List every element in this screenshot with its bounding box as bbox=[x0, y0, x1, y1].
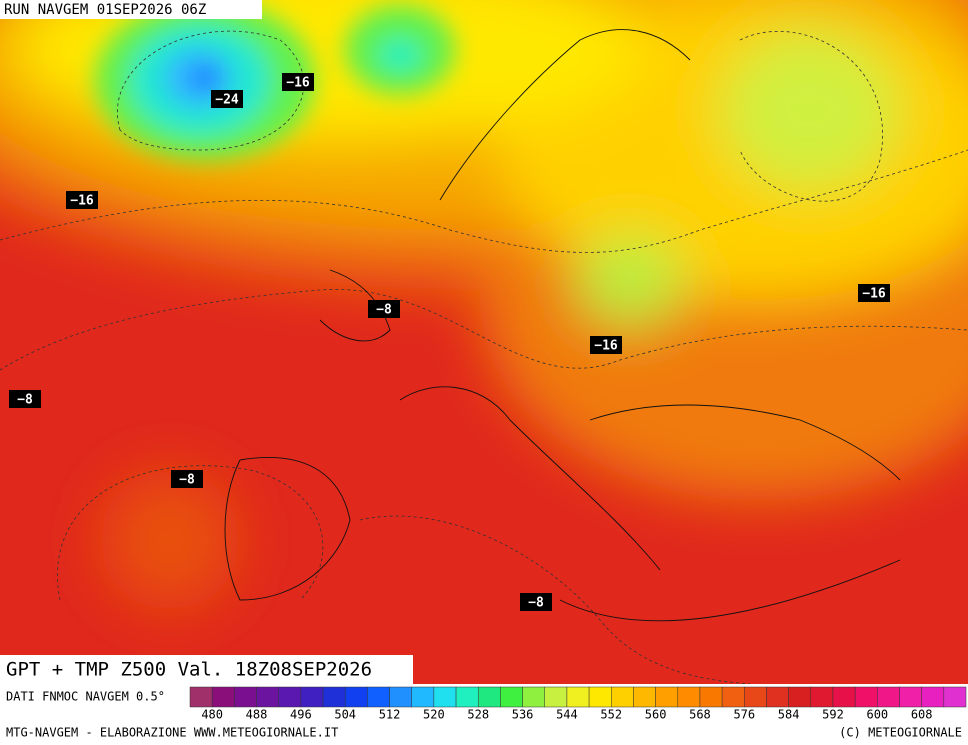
colorbar-tick: 536 bbox=[512, 708, 534, 722]
color-cell bbox=[810, 686, 834, 708]
contour-label: −16 bbox=[862, 287, 886, 302]
contour-label: −8 bbox=[17, 393, 33, 408]
contour-label: −16 bbox=[286, 76, 310, 91]
colorbar-tick: 496 bbox=[290, 708, 312, 722]
contour-label: −16 bbox=[70, 194, 94, 209]
colorbar-tick: 544 bbox=[556, 708, 578, 722]
color-cell bbox=[699, 686, 723, 708]
contour-label: −8 bbox=[528, 596, 544, 611]
color-cell bbox=[943, 686, 967, 708]
source: DATI FNMOC NAVGEM 0.5° bbox=[6, 690, 165, 704]
colorbar-tick: 528 bbox=[467, 708, 489, 722]
colorbar-tick: 552 bbox=[600, 708, 622, 722]
colorbar-tick: 512 bbox=[379, 708, 401, 722]
colorbar-tick: 520 bbox=[423, 708, 445, 722]
color-cell bbox=[788, 686, 812, 708]
color-cell bbox=[411, 686, 435, 708]
label-box bbox=[9, 390, 41, 408]
label-box bbox=[66, 191, 98, 209]
color-cell bbox=[766, 686, 789, 708]
coastlines bbox=[224, 29, 901, 622]
color-cell bbox=[522, 686, 545, 708]
credit-left: MTG-NAVGEM - ELABORAZIONE WWW.METEOGIORN… bbox=[6, 726, 338, 740]
color-cell bbox=[389, 686, 412, 708]
color-cell bbox=[832, 686, 856, 708]
colorbar-tick: 568 bbox=[689, 708, 711, 722]
color-cell bbox=[211, 686, 235, 708]
label-box bbox=[211, 90, 243, 108]
color-cell bbox=[300, 686, 324, 708]
label-box bbox=[171, 470, 203, 488]
color-cell bbox=[455, 686, 479, 708]
color-cell bbox=[611, 686, 634, 708]
map: −16 −24 −16 −8 −16 −16 −8 −8 −8 bbox=[0, 0, 968, 684]
color-cell bbox=[854, 686, 878, 708]
contours bbox=[0, 30, 968, 684]
color-cell bbox=[278, 686, 302, 708]
colorbar-tick: 480 bbox=[201, 708, 223, 722]
label-box bbox=[282, 73, 314, 91]
color-cell bbox=[633, 686, 656, 708]
contour-labels: −16 −24 −16 −8 −16 −16 −8 −8 −8 bbox=[9, 73, 890, 611]
contour-label: −8 bbox=[179, 473, 195, 488]
color-cell bbox=[655, 686, 679, 708]
color-cell bbox=[721, 686, 745, 708]
color-cell bbox=[500, 686, 523, 708]
colorbar-tick: 504 bbox=[334, 708, 356, 722]
color-cell bbox=[877, 686, 900, 708]
color-cell bbox=[588, 686, 612, 708]
colorbar-tick: 600 bbox=[866, 708, 888, 722]
colorbar-tick: 584 bbox=[778, 708, 800, 722]
colorbar: 480 488 496 504 512 520 528 536 544 552 560 568 576 5… bbox=[189, 686, 967, 722]
title-box bbox=[0, 655, 413, 684]
color-cell bbox=[744, 686, 767, 708]
colorbar-tick: 488 bbox=[246, 708, 268, 722]
color-cell bbox=[921, 686, 945, 708]
color-cell bbox=[433, 686, 457, 708]
colorbar-tick: 560 bbox=[645, 708, 667, 722]
credit-right: (C) METEOGIORNALE bbox=[839, 726, 962, 740]
color-cell bbox=[677, 686, 701, 708]
color-cell bbox=[344, 686, 368, 708]
label-box bbox=[520, 593, 552, 611]
color-cell bbox=[234, 686, 257, 708]
label-box bbox=[858, 284, 890, 302]
color-cell bbox=[477, 686, 501, 708]
color-cell bbox=[544, 686, 568, 708]
contour-label: −24 bbox=[215, 93, 239, 108]
color-cell bbox=[256, 686, 279, 708]
color-cell bbox=[322, 686, 346, 708]
colorbar-tick: 576 bbox=[733, 708, 755, 722]
color-cell bbox=[189, 686, 213, 708]
contour-label: −16 bbox=[594, 339, 618, 354]
label-box bbox=[368, 300, 400, 318]
color-cell bbox=[367, 686, 390, 708]
header-box bbox=[0, 0, 262, 19]
color-cell bbox=[899, 686, 922, 708]
contour-label: −8 bbox=[376, 303, 392, 318]
colorbar-tick: 592 bbox=[822, 708, 844, 722]
label-box bbox=[590, 336, 622, 354]
run-title: RUN NAVGEM 01SEP2026 06Z bbox=[4, 2, 206, 18]
map-title: GPT + TMP Z500 Val. 18Z08SEP2026 bbox=[6, 659, 372, 681]
color-cell bbox=[566, 686, 590, 708]
colorbar-tick: 608 bbox=[911, 708, 933, 722]
